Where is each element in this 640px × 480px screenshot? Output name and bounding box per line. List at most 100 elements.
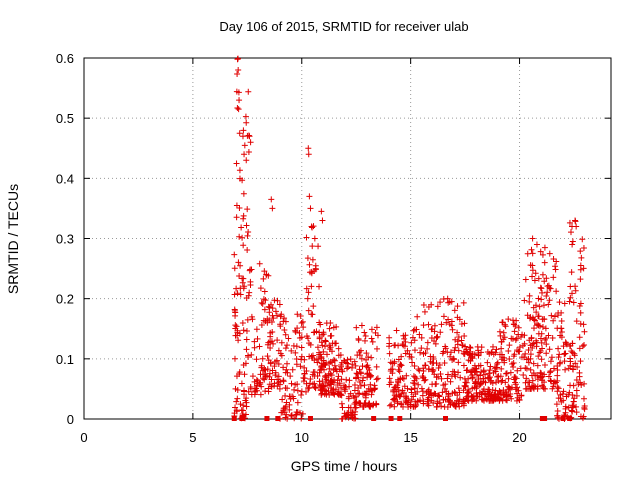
data-point (465, 357, 472, 364)
x-tick-label: 0 (80, 430, 87, 445)
data-point (319, 331, 326, 338)
data-point (573, 223, 580, 230)
data-point (341, 385, 348, 392)
data-point (242, 411, 249, 418)
data-point (547, 358, 554, 365)
data-point (531, 277, 538, 284)
data-point (444, 375, 451, 382)
data-point (292, 349, 299, 356)
data-point (327, 332, 334, 339)
data-point (233, 373, 240, 380)
data-point (512, 379, 519, 386)
data-point (289, 366, 296, 373)
data-point (573, 318, 580, 325)
data-point (446, 298, 453, 305)
data-point (356, 366, 363, 373)
data-point (546, 284, 553, 291)
data-point (366, 366, 373, 373)
data-point (539, 345, 546, 352)
data-point (241, 283, 248, 290)
data-point (427, 353, 434, 360)
data-point (387, 379, 394, 386)
data-point (569, 290, 576, 297)
data-point (425, 321, 432, 328)
data-point (282, 392, 289, 399)
data-point (554, 312, 561, 319)
data-point (538, 296, 545, 303)
data-point (520, 372, 527, 379)
data-point (526, 298, 533, 305)
data-point (526, 292, 533, 299)
data-point (235, 106, 242, 113)
data-point (426, 365, 433, 372)
data-point (322, 337, 329, 344)
data-point (288, 380, 295, 387)
data-point (246, 289, 253, 296)
data-point (569, 402, 576, 409)
data-point (472, 379, 479, 386)
data-point (284, 342, 291, 349)
data-point (264, 366, 271, 373)
data-point (420, 322, 427, 329)
data-point (269, 205, 276, 212)
data-point (541, 336, 548, 343)
data-point (320, 348, 327, 355)
data-point (326, 365, 333, 372)
data-point (268, 196, 275, 203)
data-point (464, 367, 471, 374)
data-point (309, 243, 316, 250)
data-point (545, 373, 552, 380)
data-point (568, 269, 575, 276)
data-point (282, 318, 289, 325)
data-point (264, 353, 271, 360)
data-point (364, 374, 371, 381)
data-point (403, 372, 410, 379)
data-point (492, 387, 499, 394)
data-point (266, 309, 273, 316)
data-point (484, 359, 491, 366)
data-point (418, 345, 425, 352)
data-point (503, 393, 510, 400)
data-point (319, 387, 326, 394)
data-point (445, 371, 452, 378)
data-point (355, 374, 362, 381)
data-point (261, 288, 268, 295)
data-point (234, 395, 241, 402)
data-point (510, 363, 517, 370)
data-point (417, 349, 424, 356)
data-point (239, 133, 246, 140)
y-tick-label: 0.2 (56, 292, 74, 307)
data-point (466, 348, 473, 355)
data-point (498, 345, 505, 352)
data-point (240, 215, 247, 222)
data-point (408, 354, 415, 361)
data-point (313, 355, 320, 362)
data-point (285, 335, 292, 342)
data-point (247, 139, 254, 146)
data-point (570, 366, 577, 373)
data-point (267, 345, 274, 352)
data-point (292, 327, 299, 334)
data-point (477, 372, 484, 379)
data-point (231, 306, 238, 313)
zero-marker (388, 416, 394, 421)
data-point (512, 374, 519, 381)
data-point (555, 345, 562, 352)
data-point (566, 219, 573, 226)
data-point (561, 300, 568, 307)
data-point (284, 360, 291, 367)
data-point (304, 295, 311, 302)
data-point (411, 385, 418, 392)
data-point (545, 332, 552, 339)
data-point (420, 301, 427, 308)
data-point (236, 233, 243, 240)
data-point (506, 356, 513, 363)
data-point (333, 340, 340, 347)
data-point (363, 363, 370, 370)
data-point (561, 351, 568, 358)
data-point (391, 403, 398, 410)
data-point (244, 206, 251, 213)
data-point (352, 362, 359, 369)
data-point (296, 329, 303, 336)
data-point (432, 381, 439, 388)
